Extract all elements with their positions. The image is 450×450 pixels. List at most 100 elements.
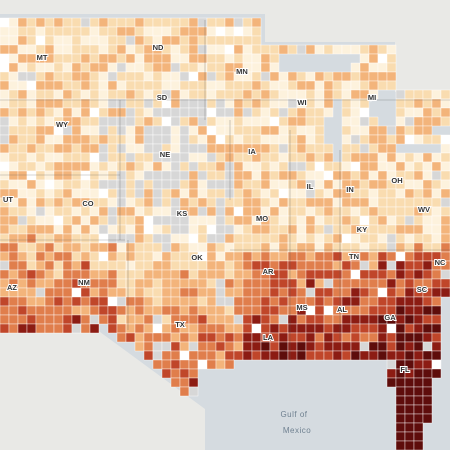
county: [305, 134, 316, 145]
canada-land: [0, 0, 450, 92]
county: [305, 107, 316, 118]
county: [44, 188, 55, 199]
county: [170, 44, 181, 55]
county: [395, 350, 406, 361]
county: [188, 287, 199, 298]
county: [422, 386, 433, 397]
county: [368, 278, 379, 289]
county: [71, 35, 82, 46]
county: [143, 53, 154, 64]
county: [107, 53, 118, 64]
county: [206, 260, 217, 271]
county: [269, 296, 280, 307]
county: [314, 305, 325, 316]
county: [116, 269, 127, 280]
county: [395, 161, 406, 172]
county: [269, 161, 280, 172]
county: [188, 80, 199, 91]
county: [98, 44, 109, 55]
county: [368, 341, 379, 352]
county: [224, 134, 235, 145]
state-label: MS: [296, 303, 307, 312]
county: [161, 350, 172, 361]
county: [125, 215, 136, 226]
county: [107, 125, 118, 136]
county: [179, 62, 190, 73]
county: [107, 242, 118, 253]
county: [287, 323, 298, 334]
county: [323, 278, 334, 289]
county: [62, 314, 73, 325]
county: [197, 287, 208, 298]
county: [116, 233, 127, 244]
county: [287, 152, 298, 163]
county: [224, 197, 235, 208]
county: [80, 143, 91, 154]
county: [179, 107, 190, 118]
county: [278, 314, 289, 325]
county: [341, 341, 352, 352]
county: [233, 125, 244, 136]
county: [368, 332, 379, 343]
county: [242, 269, 253, 280]
county: [143, 260, 154, 271]
county: [422, 296, 433, 307]
county: [152, 107, 163, 118]
county: [314, 179, 325, 190]
county: [0, 116, 10, 127]
county: [170, 179, 181, 190]
county: [62, 17, 73, 28]
county: [386, 332, 397, 343]
county: [350, 269, 361, 280]
county: [359, 260, 370, 271]
county: [377, 71, 388, 82]
county: [188, 44, 199, 55]
county: [125, 98, 136, 109]
county: [98, 170, 109, 181]
county: [53, 305, 64, 316]
county: [440, 215, 450, 226]
county: [377, 242, 388, 253]
county: [134, 116, 145, 127]
county: [359, 62, 370, 73]
county: [323, 242, 334, 253]
county: [224, 242, 235, 253]
county: [206, 323, 217, 334]
county: [125, 71, 136, 82]
county: [134, 251, 145, 262]
county: [395, 107, 406, 118]
county: [89, 323, 100, 334]
county: [152, 278, 163, 289]
county: [188, 134, 199, 145]
county: [71, 17, 82, 28]
county: [116, 179, 127, 190]
county: [80, 35, 91, 46]
county: [386, 242, 397, 253]
county: [152, 287, 163, 298]
county: [89, 116, 100, 127]
county: [0, 242, 10, 253]
county: [44, 242, 55, 253]
county: [251, 305, 262, 316]
county: [152, 80, 163, 91]
county: [107, 152, 118, 163]
county: [332, 260, 343, 271]
county: [89, 98, 100, 109]
county: [368, 206, 379, 217]
county: [260, 170, 271, 181]
county: [179, 179, 190, 190]
county: [35, 215, 46, 226]
county: [8, 44, 19, 55]
county: [359, 71, 370, 82]
county: [395, 386, 406, 397]
county: [89, 215, 100, 226]
county: [197, 134, 208, 145]
county: [233, 233, 244, 244]
county: [80, 251, 91, 262]
county: [269, 152, 280, 163]
county: [26, 260, 37, 271]
county: [359, 269, 370, 280]
county: [296, 350, 307, 361]
county: [377, 188, 388, 199]
county: [125, 323, 136, 334]
